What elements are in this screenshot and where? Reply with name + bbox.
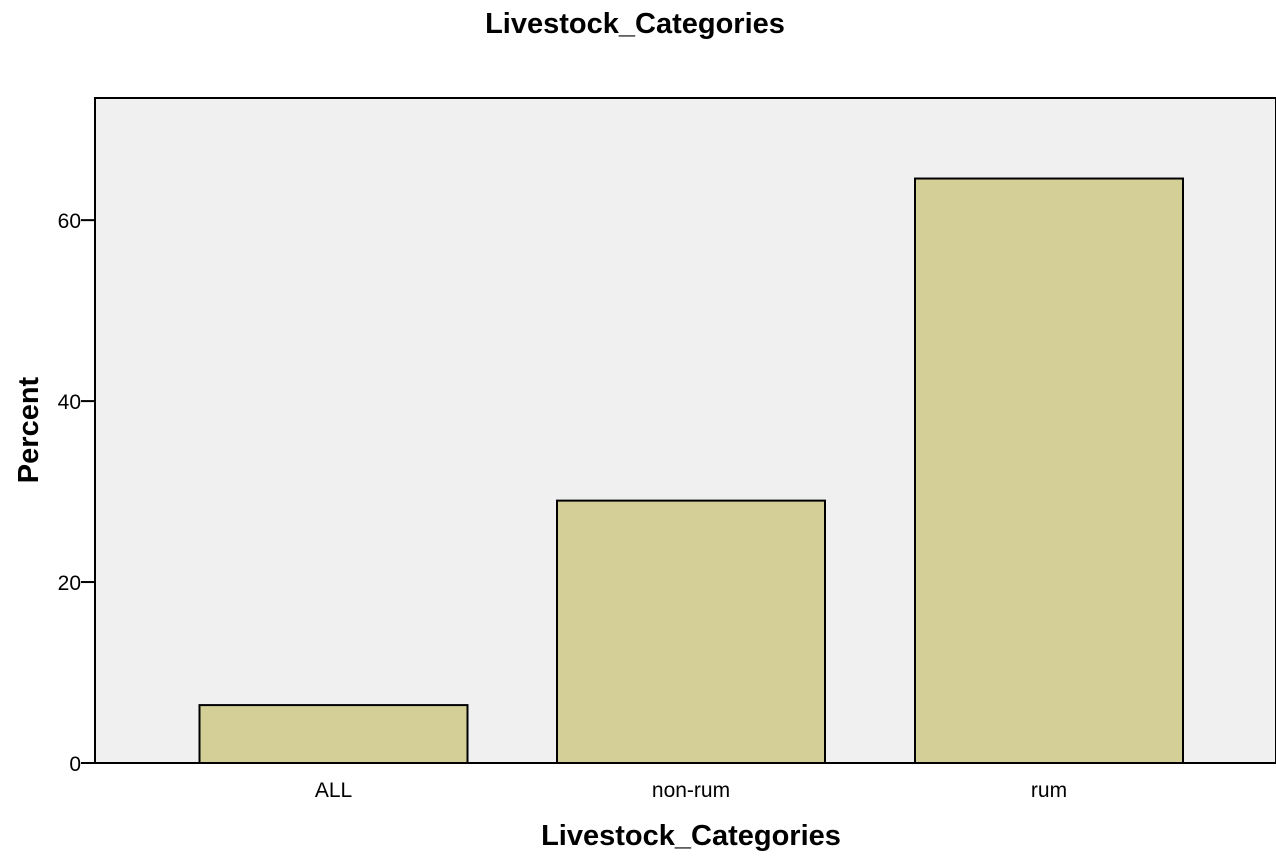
y-tick-label-20: 20 bbox=[58, 572, 81, 595]
bar-non-rum bbox=[556, 499, 826, 764]
x-tick-label-all: ALL bbox=[315, 779, 352, 802]
bar-rum bbox=[914, 177, 1184, 764]
x-tick-label-rum: rum bbox=[1031, 779, 1067, 802]
y-tick-label-40: 40 bbox=[58, 391, 81, 414]
chart-title: Livestock_Categories bbox=[485, 8, 785, 40]
y-tick-label-60: 60 bbox=[58, 210, 81, 233]
bar-all bbox=[198, 704, 469, 764]
x-axis: ALL non-rum rum bbox=[81, 762, 1276, 802]
x-axis-label: Livestock_Categories bbox=[541, 820, 841, 852]
y-axis-label: Percent bbox=[13, 376, 45, 483]
x-tick-label-non-rum: non-rum bbox=[652, 779, 730, 802]
y-tick-label-0: 0 bbox=[69, 753, 81, 776]
y-axis: 0 20 40 60 bbox=[58, 98, 96, 776]
